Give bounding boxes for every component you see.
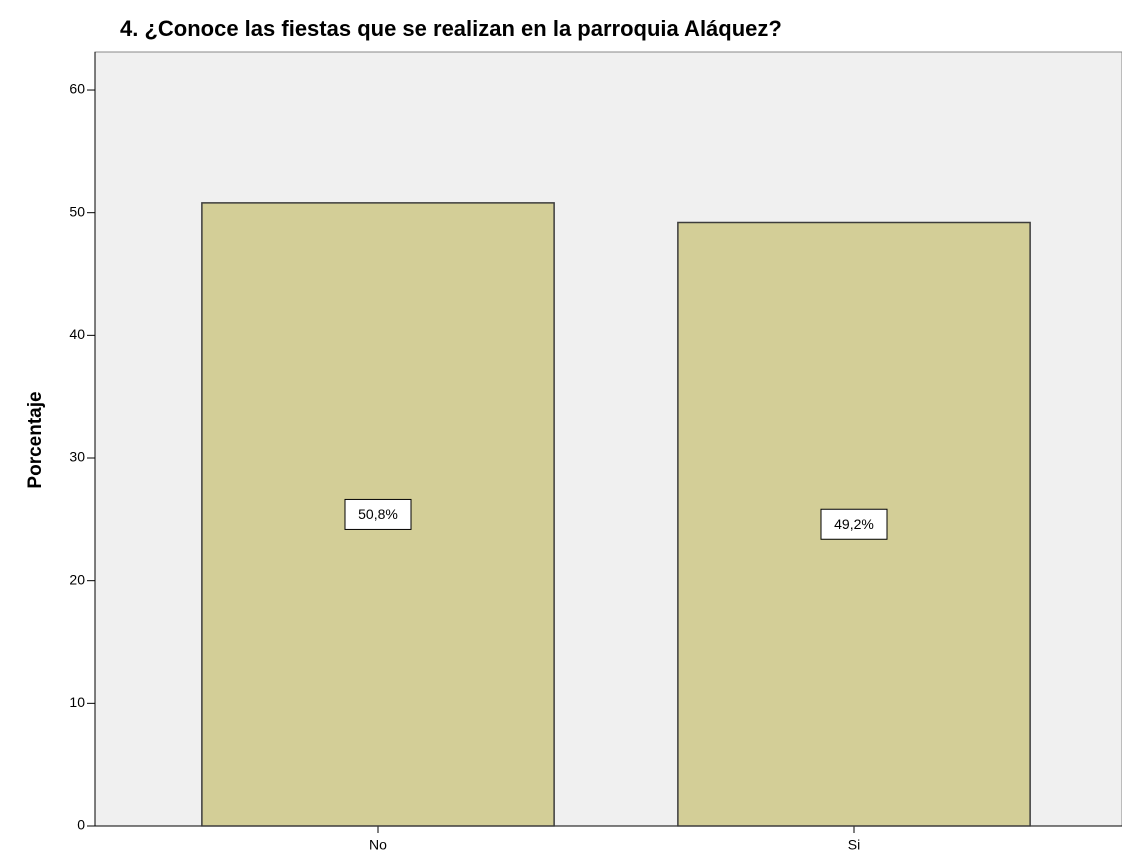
- x-tick-label: Si: [848, 837, 860, 853]
- value-label: 50,8%: [358, 506, 398, 522]
- y-tick-label: 30: [69, 449, 85, 465]
- y-axis-label: Porcentaje: [25, 391, 46, 488]
- x-tick-label: No: [369, 837, 387, 853]
- y-tick-label: 40: [69, 326, 85, 342]
- y-tick-label: 60: [69, 81, 85, 97]
- y-tick-label: 10: [69, 694, 85, 710]
- value-label-box: [820, 508, 888, 540]
- y-tick-label: 0: [77, 817, 85, 833]
- y-tick-label: 20: [69, 571, 85, 587]
- value-label-box: [344, 498, 412, 530]
- chart-title: 4. ¿Conoce las fiestas que se realizan e…: [120, 16, 782, 41]
- y-tick-label: 50: [69, 203, 85, 219]
- value-label: 49,2%: [834, 516, 874, 532]
